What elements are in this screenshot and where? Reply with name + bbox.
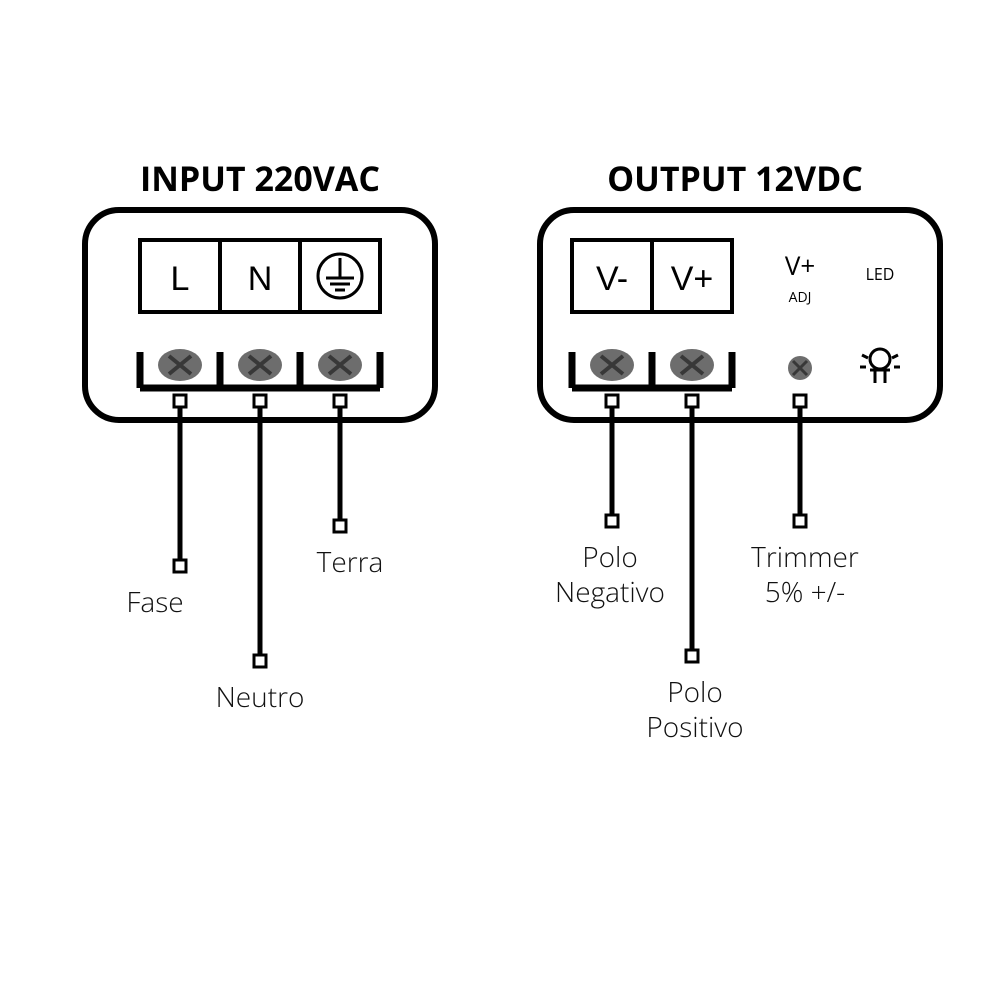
label-polo-negativo: Polo Negativo [530, 540, 690, 610]
adj-bottom-label: ADJ [789, 288, 812, 307]
output-wire-neg [606, 395, 618, 527]
adj-top-label: V+ [785, 247, 815, 283]
screw-icon [670, 349, 714, 381]
diagram-stage: INPUT 220VAC L N [0, 0, 1000, 1000]
screw-icon [590, 349, 634, 381]
cell-Vplus: V+ [671, 260, 714, 298]
output-wire-trimmer [794, 395, 806, 527]
output-wire-pos [686, 395, 698, 662]
cell-Vminus: V- [596, 260, 628, 298]
led-label: LED [866, 263, 895, 285]
led-icon [860, 349, 900, 383]
output-panel: V- V+ V+ ADJ LED [0, 0, 1000, 1000]
label-trimmer: Trimmer 5% +/- [720, 540, 890, 610]
trimmer-screw-icon [788, 356, 812, 380]
label-polo-positivo: Polo Positivo [615, 675, 775, 745]
output-terminal-bracket [572, 349, 812, 388]
output-cells: V- V+ [572, 240, 732, 312]
